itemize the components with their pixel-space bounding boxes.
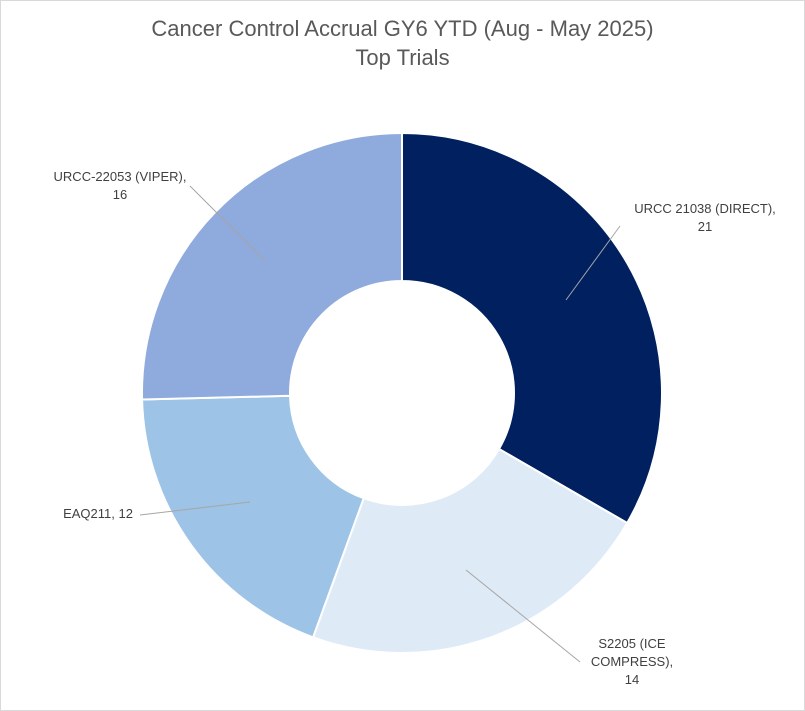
slice-s2205-ice-compress[interactable] (311, 447, 629, 654)
leader-line-s2205-ice-compress (465, 569, 581, 663)
data-label-urcc-22053-viper: URCC-22053 (VIPER), 16 (54, 169, 187, 202)
slice-urcc-22053-viper[interactable] (141, 131, 403, 401)
leader-lines (139, 185, 621, 663)
leader-line-urcc-22053-viper (189, 185, 267, 263)
slice-urcc-21038-direct[interactable] (401, 131, 663, 525)
data-label-s2205-ice-compress: S2205 (ICE COMPRESS), 14 (591, 636, 673, 687)
slice-eaq211[interactable] (141, 394, 365, 639)
data-label-line: 16 (113, 187, 127, 202)
donut-slices (141, 131, 663, 654)
leader-line-eaq211 (139, 501, 251, 516)
data-label-line: URCC 21038 (DIRECT), (634, 201, 776, 216)
data-label-line: EAQ211, 12 (63, 506, 133, 521)
leader-line-urcc-21038-direct (565, 225, 621, 301)
data-labels: URCC 21038 (DIRECT), 21 S2205 (ICE COMPRESS… (54, 169, 776, 687)
chart-title: Cancer Control Accrual GY6 YTD (Aug - Ma… (151, 16, 654, 41)
chart-title-block: Cancer Control Accrual GY6 YTD (Aug - Ma… (0, 14, 805, 72)
data-label-eaq211: EAQ211, 12 (63, 506, 133, 521)
data-label-line: S2205 (ICE (598, 636, 666, 651)
data-label-line: 14 (625, 672, 639, 687)
chart-subtitle: Top Trials (355, 45, 450, 70)
data-label-line: COMPRESS), (591, 654, 673, 669)
data-label-urcc-21038-direct: URCC 21038 (DIRECT), 21 (634, 201, 776, 234)
data-label-line: URCC-22053 (VIPER), (54, 169, 187, 184)
data-label-line: 21 (698, 219, 712, 234)
